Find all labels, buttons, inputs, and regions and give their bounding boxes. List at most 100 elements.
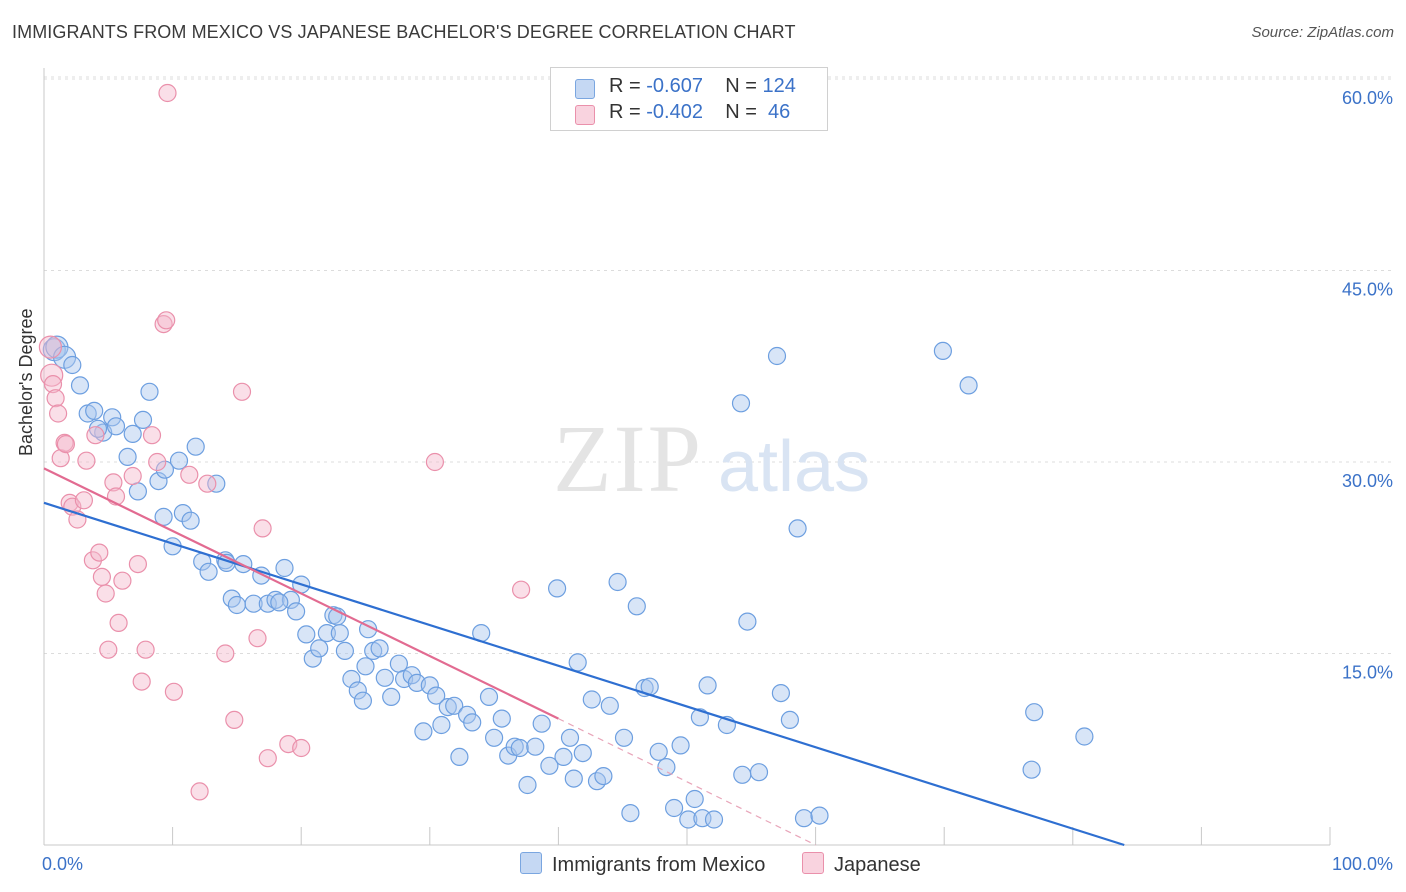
point-mexico [356, 657, 375, 676]
watermark-atlas: atlas [718, 427, 870, 507]
point-mexico [547, 579, 567, 598]
point-japanese [253, 519, 272, 538]
point-mexico [564, 769, 583, 788]
point-mexico [1075, 727, 1094, 746]
x-tick-label: 100.0% [1332, 854, 1393, 874]
point-mexico [427, 686, 446, 705]
series-layer [38, 83, 1094, 829]
point-mexico [275, 558, 294, 578]
point-mexico [287, 602, 306, 621]
point-mexico [169, 451, 189, 470]
point-mexico [594, 766, 613, 786]
point-mexico [335, 641, 354, 661]
tick-labels: 15.0% 30.0% 45.0% 60.0% 0.0% 100.0% [42, 88, 1393, 874]
point-mexico [438, 697, 457, 717]
bottom-legend-label-mexico: Immigrants from Mexico [552, 854, 766, 876]
point-japanese [511, 580, 531, 599]
point-mexico [382, 687, 401, 707]
point-japanese [46, 389, 65, 408]
point-mexico [297, 625, 316, 644]
y-tick-label: 45.0% [1342, 280, 1393, 300]
point-mexico [664, 798, 684, 818]
point-mexico [103, 408, 122, 427]
point-japanese [77, 451, 96, 470]
bottom-legend-label-japanese: Japanese [834, 854, 921, 876]
point-mexico [510, 738, 529, 758]
point-japanese [86, 426, 105, 445]
point-mexico [123, 424, 142, 443]
point-mexico [959, 376, 978, 395]
point-mexico [771, 683, 791, 703]
point-mexico [1022, 760, 1041, 779]
trendline-japanese [43, 467, 559, 720]
point-mexico [788, 519, 807, 538]
point-mexico [281, 590, 300, 610]
point-mexico [348, 681, 367, 700]
watermark: ZIP atlas [553, 405, 870, 512]
point-japanese [74, 491, 94, 510]
point-mexico [526, 737, 545, 756]
point-japanese [136, 640, 155, 659]
point-mexico [330, 623, 349, 643]
point-mexico [63, 355, 82, 375]
watermark-zip: ZIP [553, 405, 703, 512]
point-mexico [85, 401, 104, 420]
point-mexico [614, 728, 634, 747]
point-japanese [142, 426, 162, 445]
point-mexico [485, 728, 504, 747]
point-mexico [420, 676, 439, 695]
trendlines [43, 467, 1125, 847]
point-mexico [810, 806, 829, 825]
point-japanese [190, 782, 209, 801]
point-japanese [225, 710, 244, 730]
point-mexico [621, 803, 640, 823]
x-tick-label: 0.0% [42, 854, 83, 874]
axes [43, 68, 1331, 846]
y-tick-label: 15.0% [1342, 663, 1393, 683]
point-mexico [342, 669, 361, 689]
point-mexico [679, 810, 698, 829]
point-japanese [104, 473, 123, 492]
chart-title: IMMIGRANTS FROM MEXICO VS JAPANESE BACHE… [12, 22, 796, 42]
point-mexico [173, 503, 192, 523]
point-mexico [155, 460, 174, 479]
point-mexico [181, 511, 200, 530]
point-japanese [123, 466, 142, 486]
point-mexico [463, 713, 482, 732]
point-japanese [43, 375, 63, 394]
point-mexico [540, 756, 559, 775]
point-mexico [554, 747, 573, 767]
point-mexico [140, 382, 159, 401]
point-mexico [353, 691, 372, 710]
point-mexico [600, 696, 619, 715]
point-mexico [118, 447, 137, 466]
point-mexico [671, 736, 690, 755]
bottom-legend-swatch-japanese [802, 852, 824, 874]
point-mexico [704, 810, 724, 829]
point-mexico [450, 747, 469, 767]
point-japanese [48, 404, 68, 423]
point-japanese [109, 613, 128, 633]
point-mexico [303, 649, 322, 668]
point-mexico [70, 376, 90, 395]
point-mexico [780, 710, 800, 730]
point-mexico [627, 597, 646, 616]
legend-text-japanese: R = -0.402 N = 46 [609, 101, 791, 123]
legend-swatch-mexico [575, 79, 595, 99]
point-mexico [244, 594, 263, 613]
point-mexico [227, 595, 246, 615]
point-japanese [157, 311, 176, 330]
point-mexico [270, 593, 289, 612]
point-japanese [148, 452, 167, 472]
point-mexico [657, 757, 676, 777]
point-japanese [158, 83, 177, 103]
point-mexico [492, 709, 511, 728]
point-mexico [698, 676, 717, 695]
point-mexico [685, 789, 704, 809]
point-japanese [92, 567, 112, 587]
point-mexico [414, 722, 433, 741]
point-mexico [733, 765, 752, 784]
point-mexico [568, 653, 587, 672]
point-mexico [649, 742, 668, 761]
